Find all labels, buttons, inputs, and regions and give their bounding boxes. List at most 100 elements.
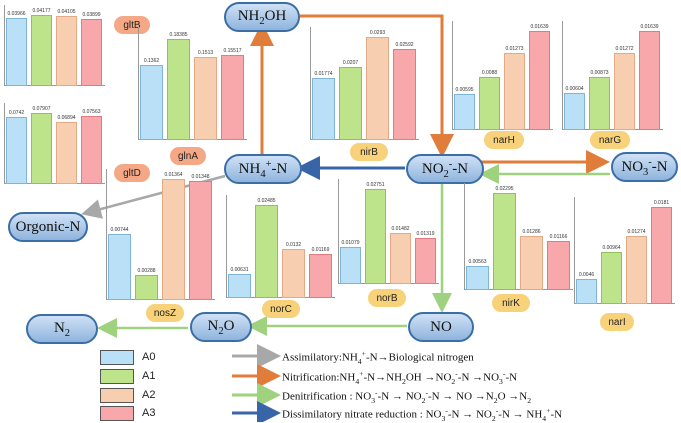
bar-value-label: 0.01364: [164, 172, 183, 179]
bar-narH-a1: [479, 76, 500, 130]
bar-value-label: 0.02485: [257, 197, 276, 204]
chart-narH: 0.00595 0.0088 0.01273 0.01639: [452, 21, 553, 130]
bar-value-label: 0.07907: [32, 105, 51, 112]
chart-axis: [464, 183, 573, 290]
bar-value-label: 0.0181: [653, 200, 670, 207]
chart-nosZ: 0.00744 0.00288 0.01364 0.01348: [106, 169, 215, 300]
chart-axis: [4, 5, 105, 86]
gene-label-narI: narI: [600, 313, 634, 331]
bar-value-label: 0.04177: [32, 7, 51, 14]
pathway-denitrification: Denitrification : NO3--N → NO2--N → NO →…: [282, 388, 532, 405]
bar-value-label: 0.00595: [455, 86, 474, 93]
legend-label-a0: A0: [142, 351, 156, 363]
bar-value-label: 0.01169: [311, 247, 330, 254]
bar-value-label: 0.01273: [505, 45, 524, 52]
bar-value-label: 0.06894: [57, 114, 76, 121]
gene-label-gltB: gltB: [114, 16, 150, 34]
pathway-assimilatory: Assimilatory:NH4+-N→Biological nitrogen: [282, 349, 474, 366]
gene-label-gltD: gltD: [114, 164, 150, 182]
bar-value-label: 0.00744: [110, 227, 129, 234]
legend-swatch-a2: [100, 388, 134, 403]
bar-nosZ-a1: [135, 274, 158, 300]
bar-narG-a3: [639, 30, 660, 130]
bar-narG-a1: [589, 77, 610, 130]
bar-value-label: 0.03966: [7, 11, 26, 18]
gene-label-narH: narH: [484, 131, 524, 149]
bar-nirK-a3: [547, 240, 570, 290]
chart-nirK: 0.00563 0.02295 0.01286 0.01166: [464, 183, 573, 290]
legend-swatch-a3: [100, 406, 134, 421]
chart-norB: 0.01079 0.02751 0.01482 0.01319: [338, 179, 439, 284]
chart-glnA: 0.1362 0.18385 0.1513 0.15517: [138, 27, 247, 140]
bar-value-label: 0.0207: [342, 60, 359, 67]
gene-label-norC: norC: [262, 300, 300, 318]
bar-value-label: 0.00604: [565, 86, 584, 93]
bar-gltB-a2: [56, 15, 77, 86]
bar-gltB-a3: [81, 19, 102, 86]
bar-value-label: 0.01079: [341, 239, 360, 246]
bar-nirB-a2: [366, 37, 389, 140]
chart-axis: [562, 21, 663, 130]
gene-label-nirK: nirK: [492, 294, 530, 312]
bar-narG-a2: [614, 52, 635, 130]
bar-value-label: 0.01639: [530, 23, 549, 30]
bar-narH-a2: [504, 52, 525, 130]
bar-value-label: 0.1513: [197, 50, 214, 57]
bar-value-label: 0.0132: [285, 241, 302, 248]
bar-value-label: 0.18385: [169, 32, 188, 39]
node-nh4: NH4+-N: [224, 154, 302, 184]
chart-nirB: 0.01774 0.0207 0.0293 0.02592: [310, 27, 419, 140]
bar-norB-a0: [340, 246, 361, 284]
bar-value-label: 0.02751: [366, 182, 385, 188]
chart-axis: [4, 103, 105, 184]
chart-narI: 0.0046 0.00964 0.01274 0.0181: [574, 197, 675, 304]
bar-value-label: 0.01319: [416, 231, 435, 238]
chart-axis: [106, 169, 215, 300]
gene-label-norB: norB: [368, 289, 406, 307]
legend-label-a2: A2: [142, 389, 156, 401]
bar-value-label: 0.01348: [191, 173, 210, 180]
node-nh2oh: NH2OH: [224, 2, 300, 32]
bar-nirB-a1: [339, 67, 362, 140]
bar-gltB-a0: [6, 18, 27, 86]
node-no: NO: [408, 312, 474, 342]
bar-norC-a0: [228, 274, 251, 298]
legend-swatch-a1: [100, 369, 134, 384]
node-n2o: N2O: [190, 312, 252, 342]
bar-value-label: 0.01639: [640, 23, 659, 30]
bar-value-label: 0.15517: [223, 48, 242, 55]
gene-label-glnA: glnA: [170, 147, 206, 165]
bar-nirB-a0: [312, 77, 335, 140]
bar-glnA-a1: [167, 39, 190, 140]
bar-value-label: 0.00964: [602, 245, 621, 252]
bar-nosZ-a0: [108, 234, 131, 300]
bar-norC-a2: [282, 248, 305, 298]
bar-gltD-a1: [31, 112, 52, 184]
bar-norB-a1: [365, 189, 386, 284]
bar-nosZ-a3: [189, 180, 212, 300]
bar-glnA-a0: [140, 65, 163, 140]
bar-nosZ-a2: [162, 179, 185, 300]
bar-gltD-a3: [81, 115, 102, 184]
node-orgonic: Orgonic-N: [8, 212, 88, 242]
bar-norC-a3: [309, 254, 332, 298]
bar-value-label: 0.07563: [82, 108, 101, 115]
legend-label-a3: A3: [142, 407, 156, 419]
bar-value-label: 0.0046: [578, 272, 595, 279]
bar-gltD-a0: [6, 117, 27, 184]
bar-value-label: 0.01272: [615, 45, 634, 52]
bar-value-label: 0.01166: [549, 233, 568, 240]
chart-gltB: 0.03966 0.04177 0.04105 0.03899: [4, 5, 105, 86]
bar-gltD-a2: [56, 121, 77, 184]
chart-axis: [452, 21, 553, 130]
gene-label-nirB: nirB: [350, 143, 388, 161]
chart-axis: [338, 179, 439, 284]
bar-value-label: 0.00288: [137, 267, 156, 274]
bar-value-label: 0.02592: [395, 41, 414, 48]
bar-value-label: 0.01482: [391, 225, 410, 232]
bar-nirK-a2: [520, 235, 543, 290]
bar-narI-a3: [651, 207, 672, 304]
legend-label-a1: A1: [142, 370, 156, 382]
node-n2: N2: [26, 314, 98, 344]
bar-value-label: 0.02295: [495, 186, 514, 193]
